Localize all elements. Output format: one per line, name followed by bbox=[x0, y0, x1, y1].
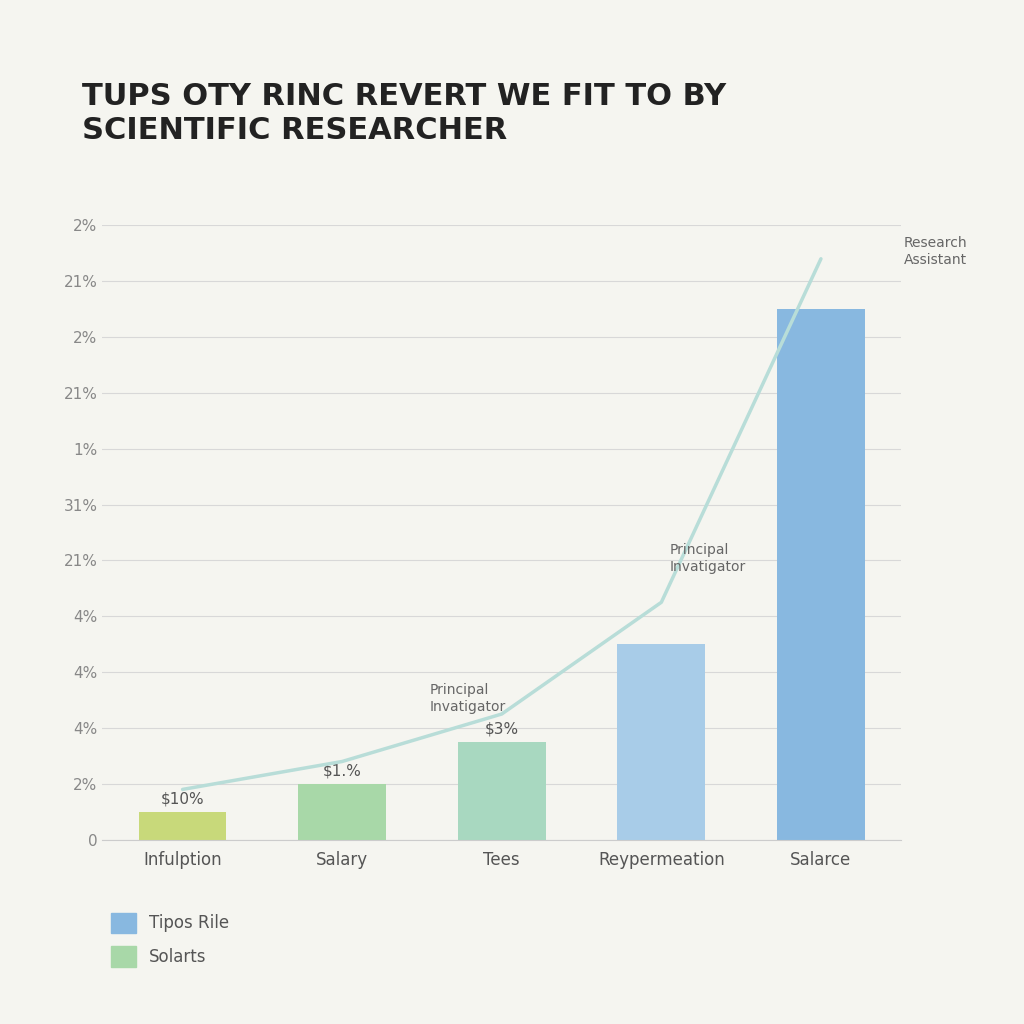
Text: $10%: $10% bbox=[161, 792, 205, 806]
Text: Principal
Invatigator: Principal Invatigator bbox=[430, 683, 506, 714]
Text: Principal
Invatigator: Principal Invatigator bbox=[670, 543, 745, 574]
Text: Research
Assistant: Research Assistant bbox=[904, 236, 968, 267]
Bar bbox=[777, 309, 865, 840]
Text: TUPS OTY RINC REVERT WE FIT TO BY
SCIENTIFIC RESEARCHER: TUPS OTY RINC REVERT WE FIT TO BY SCIENT… bbox=[82, 82, 726, 144]
Bar bbox=[138, 812, 226, 840]
Bar bbox=[617, 644, 706, 840]
Bar bbox=[458, 742, 546, 840]
Legend: Tipos Rile, Solarts: Tipos Rile, Solarts bbox=[111, 912, 229, 967]
Bar bbox=[298, 783, 386, 840]
Text: $3%: $3% bbox=[484, 721, 519, 736]
Text: $1.%: $1.% bbox=[323, 763, 361, 778]
